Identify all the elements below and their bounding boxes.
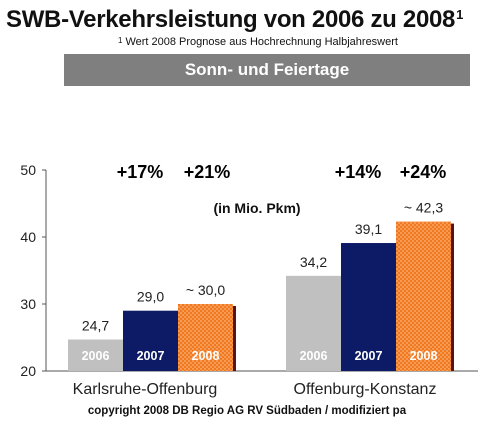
bar-2008-1 <box>396 221 451 371</box>
y-tick-label: 20 <box>20 363 36 379</box>
bar-series-label: 2008 <box>192 349 220 363</box>
bar-value-label: ~ 42,3 <box>404 200 444 216</box>
copyright-note: copyright 2008 DB Regio AG RV Südbaden /… <box>87 405 407 417</box>
bar-series-label: 2006 <box>300 349 328 363</box>
y-tick-label: 50 <box>20 162 36 178</box>
chart-title: SWB-Verkehrsleistung von 2006 zu 20081 <box>6 6 463 34</box>
y-tick-label: 30 <box>20 296 36 312</box>
bar-2006-1 <box>286 275 341 371</box>
footnote: 1 Wert 2008 Prognose aus Hochrechnung Hal… <box>118 36 398 48</box>
chart-title-text: SWB-Verkehrsleistung von 2006 zu 2008 <box>6 6 456 33</box>
x-category-label: Karlsruhe-Offenburg <box>73 381 218 398</box>
bar-series-label: 2008 <box>410 349 438 363</box>
footnote-text: Wert 2008 Prognose aus Hochrechnung Halb… <box>125 36 398 48</box>
bar-value-label: 24,7 <box>82 318 109 334</box>
y-tick-label: 40 <box>20 229 36 245</box>
growth-label: +21% <box>184 162 231 182</box>
subtitle-banner: Sonn- und Feiertage <box>64 54 470 86</box>
bar-2008-0 <box>178 304 233 371</box>
bar-series-label: 2007 <box>355 349 383 363</box>
bar-series-label: 2007 <box>137 349 165 363</box>
bar-2007-1 <box>341 243 396 371</box>
bar-2006-0 <box>68 339 123 371</box>
bar-value-label: 39,1 <box>355 221 382 237</box>
x-category-label: Offenburg-Konstanz <box>294 381 437 398</box>
bar-series-label: 2006 <box>82 349 110 363</box>
growth-label: +17% <box>117 162 164 182</box>
growth-label: +14% <box>335 162 382 182</box>
bar-value-label: ~ 30,0 <box>186 282 226 298</box>
bar-value-label: 34,2 <box>300 254 327 270</box>
bar-value-label: 29,0 <box>137 289 164 305</box>
bar-2007-0 <box>123 310 178 371</box>
unit-label: (in Mio. Pkm) <box>213 200 300 216</box>
title-footnote-marker: 1 <box>456 7 464 22</box>
growth-label: +24% <box>400 162 447 182</box>
footnote-marker: 1 <box>118 36 123 45</box>
